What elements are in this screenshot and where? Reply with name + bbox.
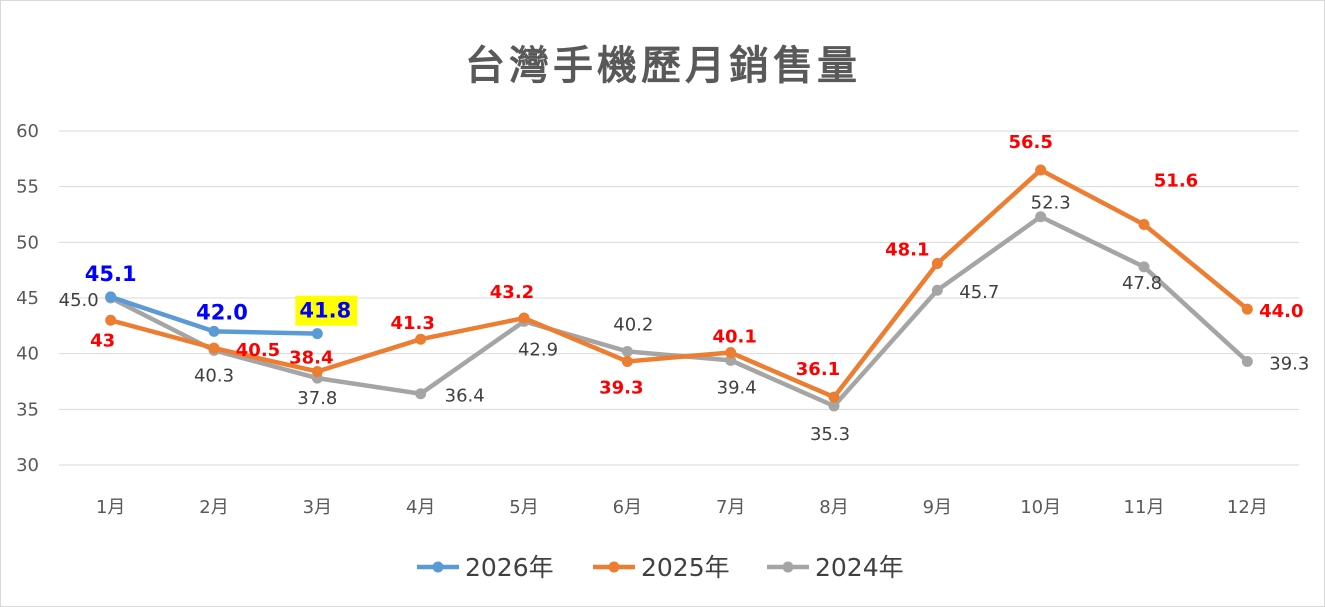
- series-line-1: [108, 167, 1250, 400]
- data-label: 47.8: [1122, 273, 1162, 294]
- data-point: [1035, 211, 1047, 223]
- data-point: [725, 354, 737, 366]
- data-point: [621, 345, 633, 357]
- series-line-2: [108, 214, 1250, 409]
- data-point: [415, 388, 427, 400]
- data-point: [208, 325, 220, 337]
- x-tick-label: 2月: [199, 497, 228, 518]
- y-tick-label: 35: [16, 399, 39, 420]
- data-label: 42.9: [518, 339, 558, 360]
- x-tick-label: 5月: [509, 497, 538, 518]
- data-label: 43: [90, 330, 115, 351]
- data-label: 40.2: [613, 314, 653, 335]
- data-point: [828, 391, 840, 403]
- data-point: [1241, 303, 1253, 315]
- data-label: 44.0: [1259, 301, 1303, 322]
- legend-label: 2025年: [641, 553, 730, 582]
- data-point: [828, 400, 840, 412]
- x-tick-label: 3月: [303, 497, 332, 518]
- data-point: [1035, 164, 1047, 176]
- data-point: [208, 342, 220, 354]
- y-tick-label: 30: [16, 455, 39, 476]
- legend-label: 2024年: [815, 553, 904, 582]
- data-point: [105, 314, 117, 326]
- series-group: [105, 164, 1253, 412]
- data-label: 41.3: [390, 313, 434, 334]
- x-tick-label: 6月: [613, 497, 642, 518]
- data-label: 38.4: [289, 347, 333, 368]
- y-tick-label: 45: [16, 288, 39, 309]
- data-label: 45.7: [959, 282, 999, 303]
- data-label: 48.1: [885, 239, 929, 260]
- data-label: 36.1: [796, 359, 840, 380]
- data-label: 40.3: [194, 365, 234, 386]
- data-point: [415, 333, 427, 345]
- x-tick-label: 1月: [96, 497, 125, 518]
- y-tick-label: 50: [16, 232, 39, 253]
- data-point: [518, 312, 530, 324]
- data-label: 52.3: [1031, 193, 1071, 214]
- data-label: 39.3: [1269, 353, 1309, 374]
- x-tick-label: 7月: [716, 497, 745, 518]
- data-label: 39.4: [717, 377, 757, 398]
- x-tick-label: 12月: [1227, 497, 1268, 518]
- data-label: 51.6: [1154, 171, 1198, 192]
- data-point: [931, 284, 943, 296]
- data-point: [311, 328, 323, 340]
- data-label: 36.4: [445, 386, 485, 407]
- data-label: 45.1: [85, 262, 137, 286]
- x-axis: 1月 2月 3月 4月 5月 6月 7月 8月 9月 10月 11月 12月: [96, 497, 1268, 518]
- data-point: [621, 355, 633, 367]
- x-tick-label: 11月: [1124, 497, 1165, 518]
- legend-label: 2026年: [465, 553, 554, 582]
- data-label: 40.5: [236, 340, 280, 361]
- data-point: [931, 257, 943, 269]
- data-point: [1138, 261, 1150, 273]
- data-labels: 45.0 40.3 37.8 36.4 42.9 40.2 39.4 35.3 45.7 52.3…: [59, 132, 1310, 445]
- data-label: 42.0: [196, 300, 248, 324]
- data-point: [105, 291, 117, 303]
- legend-swatch-marker: [782, 561, 794, 573]
- y-tick-label: 55: [16, 177, 39, 198]
- x-tick-label: 9月: [923, 497, 952, 518]
- y-axis: 30 35 40 45 50 55 60: [16, 121, 39, 476]
- x-tick-label: 4月: [406, 497, 435, 518]
- data-label: 37.8: [297, 388, 337, 409]
- x-tick-label: 10月: [1020, 497, 1061, 518]
- data-label: 35.3: [810, 424, 850, 445]
- legend-swatch-marker: [432, 561, 444, 573]
- data-label: 40.1: [712, 327, 756, 348]
- x-tick-label: 8月: [819, 497, 848, 518]
- data-point: [725, 347, 737, 359]
- data-point: [311, 365, 323, 377]
- legend: 2026年 2025年 2024年: [417, 553, 904, 582]
- data-label: 39.3: [599, 377, 643, 398]
- chart-title: 台灣手機歷月銷售量: [465, 43, 861, 89]
- data-label: 41.8: [299, 299, 351, 323]
- y-tick-label: 40: [16, 344, 39, 365]
- data-label: 43.2: [490, 282, 534, 303]
- data-label: 45.0: [59, 290, 99, 311]
- data-point: [1241, 355, 1253, 367]
- data-point: [1138, 219, 1150, 231]
- label-highlight: [295, 295, 358, 326]
- y-tick-label: 60: [16, 121, 39, 142]
- data-label: 56.5: [1008, 132, 1052, 153]
- gridlines: [59, 130, 1299, 466]
- legend-swatch-marker: [608, 561, 620, 573]
